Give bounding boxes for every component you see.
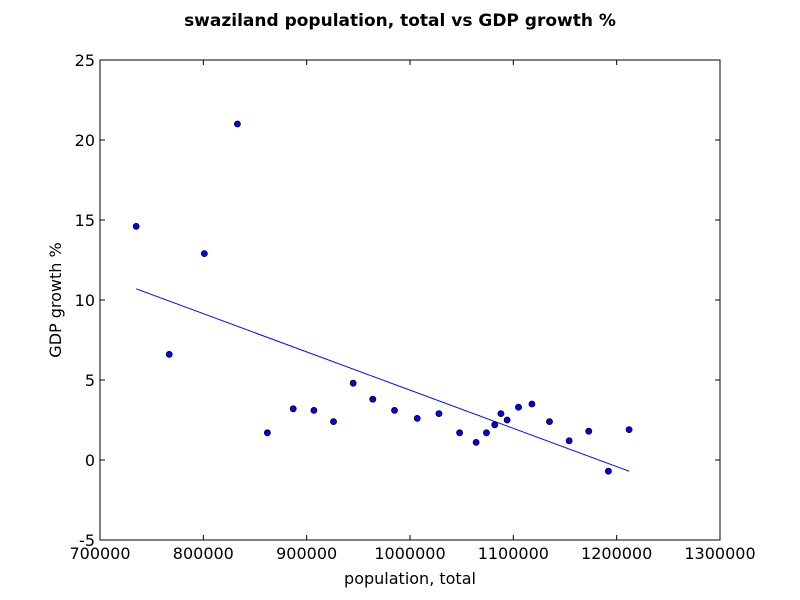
data-point xyxy=(585,427,593,435)
y-tick-label: 10 xyxy=(75,291,95,310)
data-point xyxy=(497,410,505,418)
x-tick-label: 1300000 xyxy=(684,544,755,563)
data-point xyxy=(369,395,377,403)
x-tick-label: 700000 xyxy=(69,544,130,563)
y-tick-label: 25 xyxy=(75,51,95,70)
data-point xyxy=(491,421,499,429)
data-point xyxy=(349,379,357,387)
x-tick-label: 1200000 xyxy=(581,544,652,563)
data-point xyxy=(263,429,271,437)
data-point xyxy=(456,429,464,437)
plot-marks xyxy=(132,120,633,475)
data-point xyxy=(503,416,511,424)
data-point xyxy=(132,222,140,230)
trend-line xyxy=(135,288,630,472)
data-point xyxy=(472,438,480,446)
data-point xyxy=(546,418,553,426)
y-axis-label: GDP growth % xyxy=(46,242,65,357)
data-point xyxy=(391,406,398,414)
data-point xyxy=(234,120,241,128)
x-tick-label: 800000 xyxy=(173,544,234,563)
data-point xyxy=(310,406,318,414)
data-point xyxy=(483,429,490,437)
data-point xyxy=(515,403,522,411)
x-axis-label: population, total xyxy=(344,569,476,588)
y-tick-label: 5 xyxy=(85,371,95,390)
x-tick-label: 900000 xyxy=(276,544,337,563)
chart-title: swaziland population, total vs GDP growt… xyxy=(184,11,616,31)
y-tick-label: 0 xyxy=(85,451,95,470)
data-point xyxy=(289,405,297,413)
data-point xyxy=(330,418,337,426)
x-tick-label: 1000000 xyxy=(374,544,445,563)
y-axis-ticks: -5 0 5 10 15 20 25 xyxy=(75,51,720,550)
data-point xyxy=(200,250,208,258)
data-point xyxy=(435,410,443,418)
data-point xyxy=(625,426,633,434)
x-axis-ticks: 700000 800000 900000 1000000 1100000 1200000 1… xyxy=(69,60,756,563)
data-point xyxy=(413,414,421,422)
y-tick-label: 15 xyxy=(75,211,95,230)
data-point xyxy=(528,400,536,408)
y-tick-label: -5 xyxy=(79,531,95,550)
y-tick-label: 20 xyxy=(75,131,95,150)
data-point xyxy=(565,437,573,445)
data-point xyxy=(605,467,612,475)
x-tick-label: 1100000 xyxy=(478,544,549,563)
data-point xyxy=(165,350,173,358)
